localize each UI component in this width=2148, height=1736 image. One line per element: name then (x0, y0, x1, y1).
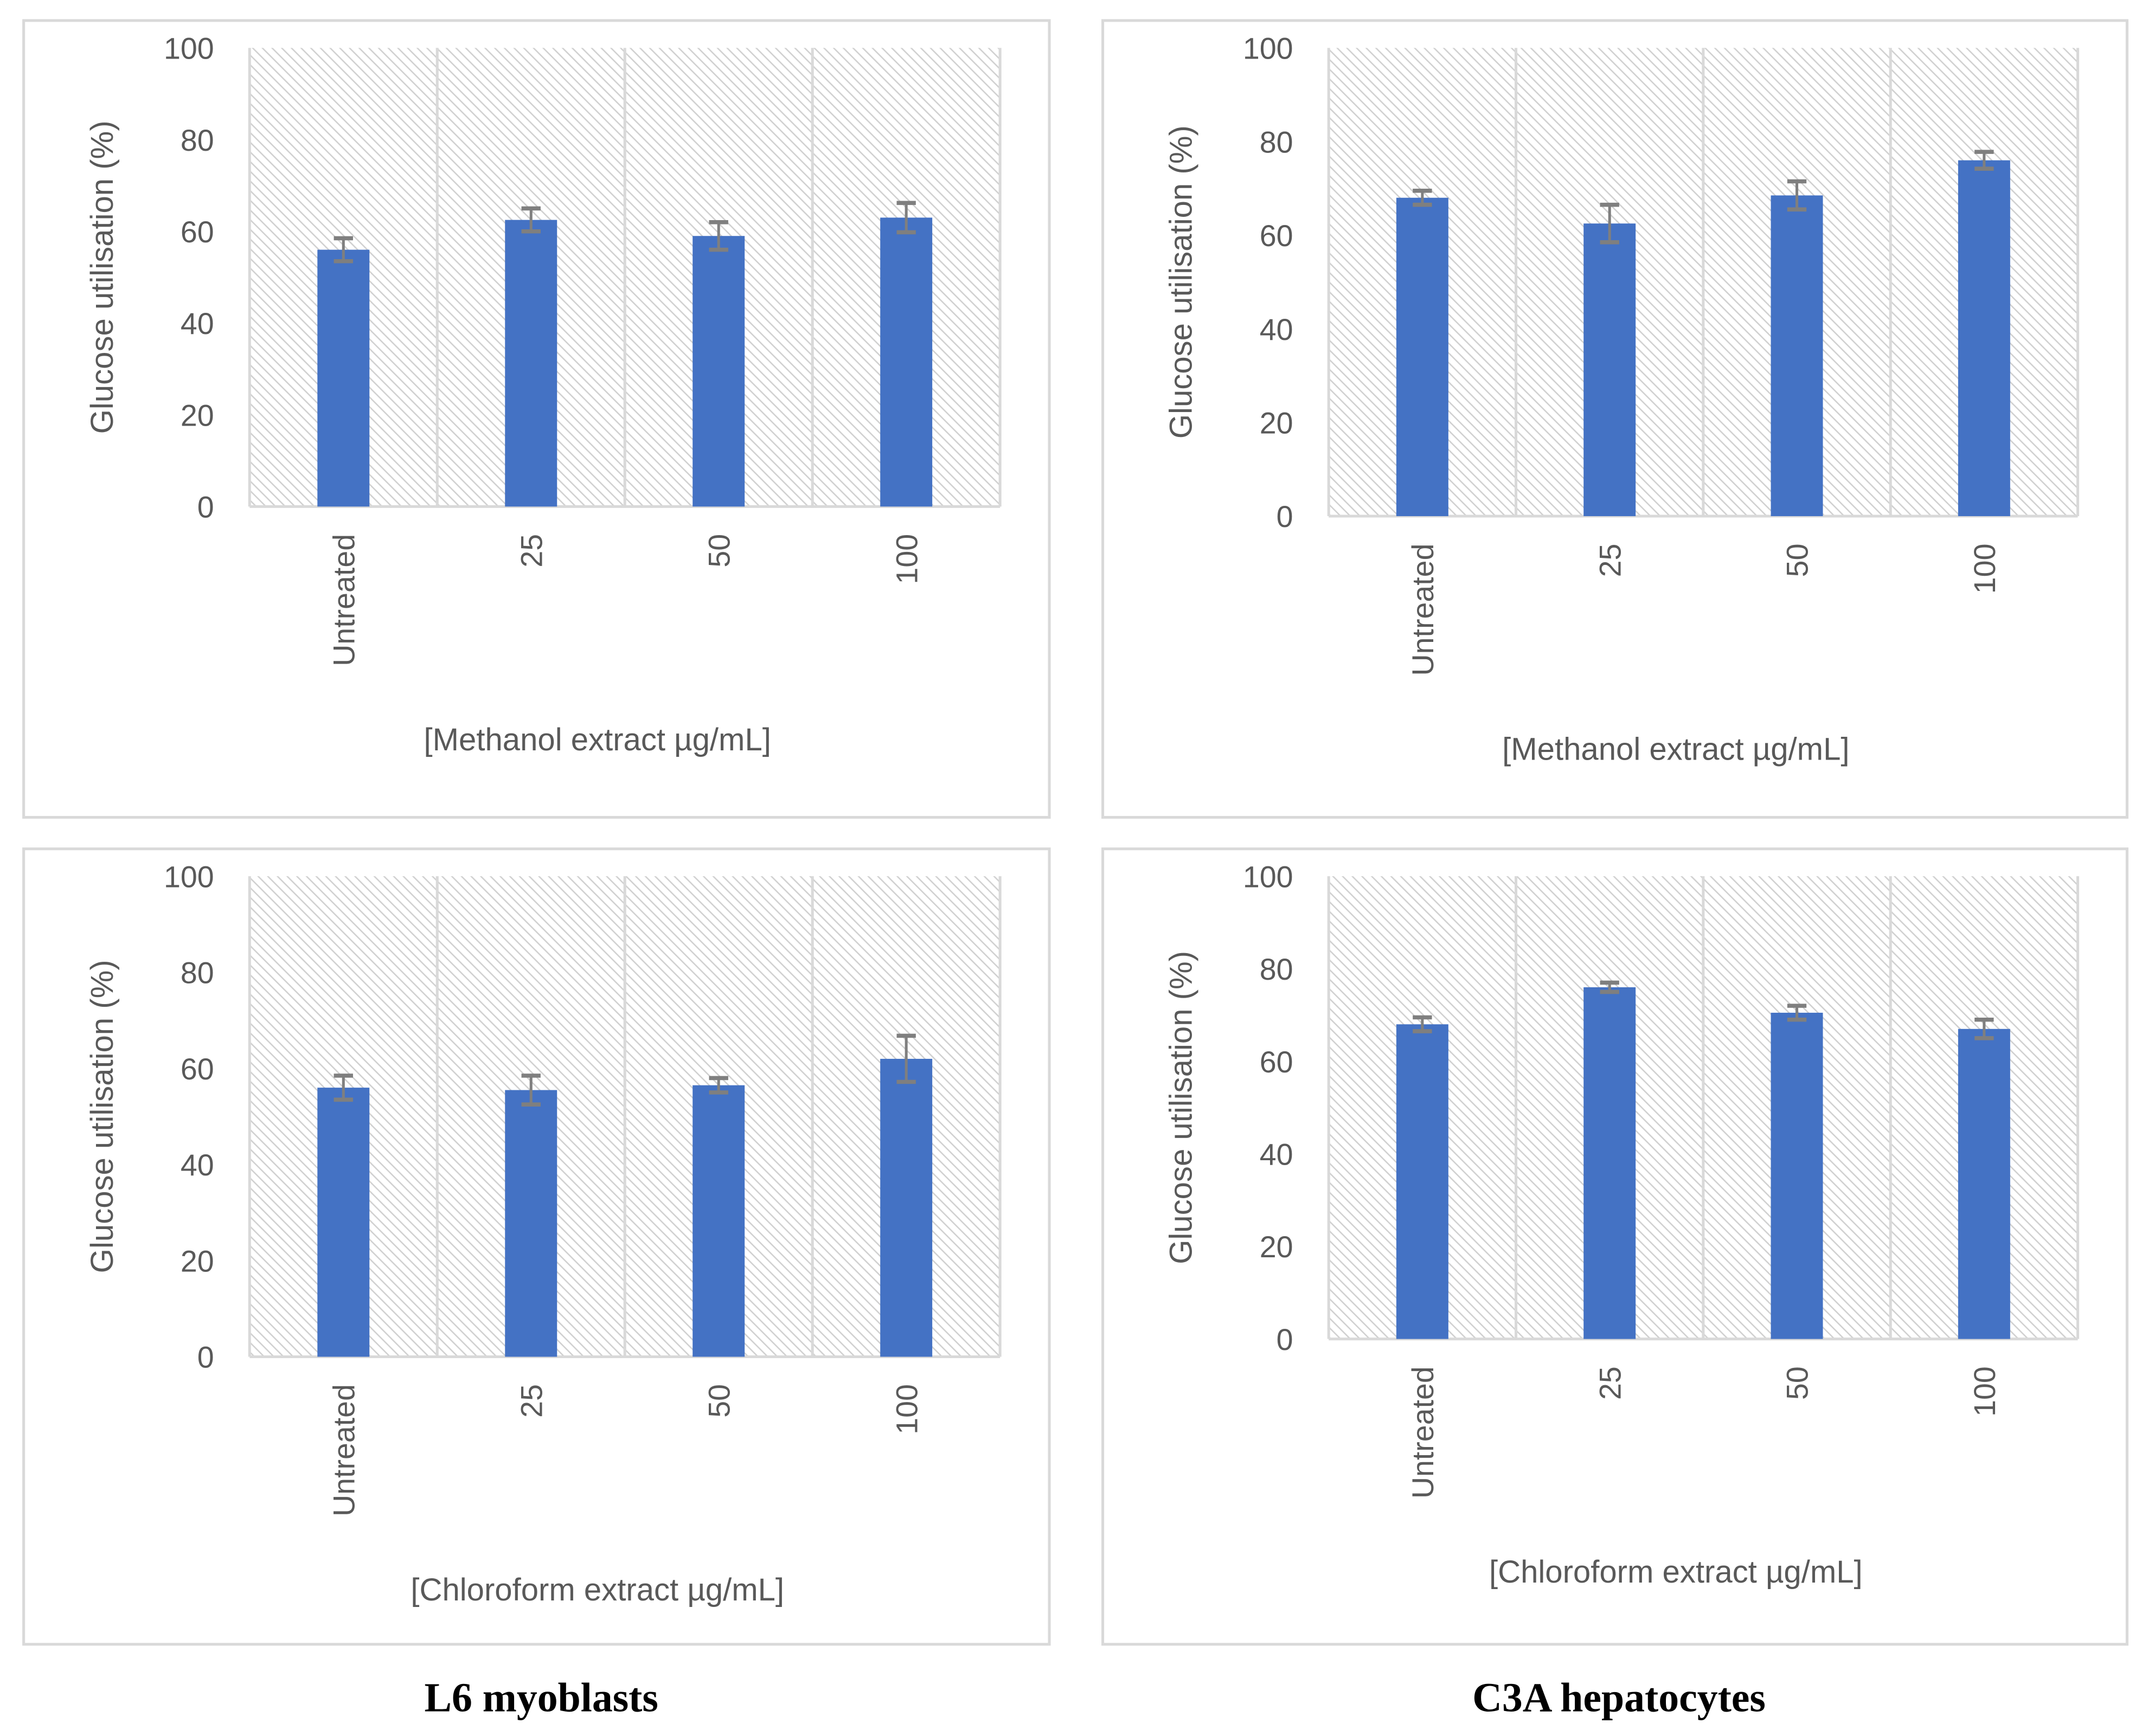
y-tick-label: 40 (181, 1148, 214, 1182)
x-tick-label: 100 (890, 1384, 924, 1435)
x-tick-label: 100 (1968, 544, 2002, 594)
x-tick-label: 50 (702, 534, 736, 568)
x-axis-title: [Methanol extract µg/mL] (1502, 732, 1849, 767)
x-tick-label: Untreated (327, 534, 361, 666)
x-tick-label: 50 (1781, 544, 1814, 577)
x-tick-label: 25 (515, 1384, 548, 1418)
y-axis-title: Glucose utilisation (%) (85, 960, 120, 1273)
x-tick-label: Untreated (327, 1384, 361, 1516)
chart-panel: 0 20 40 60 80 100 Glucose utilisation (%) Untre… (1101, 847, 2128, 1646)
x-tick-label: 25 (515, 534, 548, 568)
bar (1958, 1028, 2010, 1339)
footer-left-label: L6 myoblasts (424, 1675, 658, 1721)
y-tick-label: 60 (1260, 1045, 1293, 1079)
x-axis-title: [Chloroform extract µg/mL] (1489, 1554, 1863, 1590)
bar (317, 249, 370, 507)
y-tick-label: 80 (1260, 953, 1293, 986)
chart-panel: 0 20 40 60 80 100 Glucose utilisation (%) Untre… (22, 847, 1051, 1646)
bar (693, 1085, 745, 1357)
bar (880, 217, 933, 507)
bar (1396, 197, 1448, 517)
y-axis-title: Glucose utilisation (%) (85, 120, 120, 434)
bar (1958, 160, 2010, 517)
bar (1396, 1024, 1448, 1339)
bar (1583, 223, 1636, 517)
y-tick-label: 0 (1277, 500, 1293, 533)
x-tick-label: Untreated (1406, 544, 1440, 676)
chart-panel: 0 20 40 60 80 100 Glucose utilisation (%) Untre… (22, 19, 1051, 819)
y-tick-label: 80 (181, 124, 214, 157)
y-tick-label: 20 (1260, 406, 1293, 440)
y-axis-title: Glucose utilisation (%) (1164, 125, 1199, 439)
y-tick-label: 100 (164, 860, 214, 893)
y-tick-label: 40 (1260, 1137, 1293, 1171)
bar (880, 1058, 933, 1357)
y-tick-label: 80 (181, 956, 214, 990)
bar (1771, 195, 1823, 517)
y-tick-label: 40 (181, 307, 214, 340)
x-tick-label: 25 (1593, 544, 1627, 577)
x-axis-title: [Chloroform extract µg/mL] (411, 1572, 784, 1608)
bar (1771, 1012, 1823, 1339)
x-tick-label: 50 (702, 1384, 736, 1418)
y-tick-label: 0 (197, 1341, 214, 1374)
x-tick-label: 25 (1593, 1366, 1627, 1400)
bar (1583, 987, 1636, 1339)
y-tick-label: 20 (181, 1244, 214, 1278)
y-tick-label: 0 (1277, 1323, 1293, 1356)
x-axis-title: [Methanol extract µg/mL] (424, 722, 771, 757)
bar (505, 1090, 557, 1357)
y-tick-label: 60 (181, 1052, 214, 1086)
x-tick-label: 100 (890, 534, 924, 584)
y-tick-label: 40 (1260, 313, 1293, 346)
bar (317, 1088, 370, 1357)
y-tick-label: 100 (1243, 860, 1293, 893)
x-tick-label: 50 (1781, 1366, 1814, 1400)
chart-panel: 0 20 40 60 80 100 Glucose utilisation (%) Untre… (1101, 19, 2128, 819)
y-tick-label: 60 (181, 215, 214, 249)
y-tick-label: 20 (1260, 1230, 1293, 1264)
y-axis-title: Glucose utilisation (%) (1164, 951, 1199, 1264)
bar (693, 236, 745, 507)
y-tick-label: 100 (1243, 32, 1293, 66)
y-tick-label: 0 (197, 491, 214, 524)
footer-right-label: C3A hepatocytes (1472, 1675, 1766, 1721)
x-tick-label: Untreated (1406, 1366, 1440, 1499)
bar (505, 220, 557, 507)
y-tick-label: 20 (181, 398, 214, 432)
y-tick-label: 60 (1260, 219, 1293, 253)
y-tick-label: 100 (164, 32, 214, 66)
x-tick-label: 100 (1968, 1366, 2002, 1417)
y-tick-label: 80 (1260, 125, 1293, 159)
